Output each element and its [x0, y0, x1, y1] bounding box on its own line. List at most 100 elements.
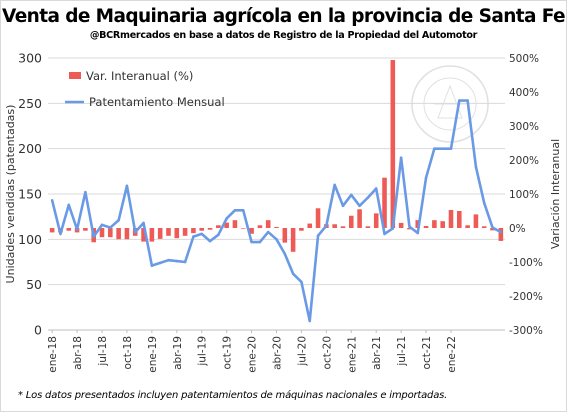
bar-var-interanual	[307, 223, 313, 228]
line-point	[325, 224, 328, 228]
bar-var-interanual	[166, 228, 171, 236]
bar-var-interanual	[265, 220, 271, 228]
bar-var-interanual	[66, 228, 72, 231]
line-point	[250, 240, 253, 244]
bar-var-interanual	[274, 226, 279, 228]
chart-subtitle: @BCRmercados en base a datos de Registro…	[89, 30, 478, 41]
bar-var-interanual	[116, 228, 121, 240]
bar-var-interanual	[282, 228, 288, 243]
bar-var-interanual	[207, 228, 213, 230]
line-point	[167, 258, 170, 262]
y-left-tick-label: 150	[18, 187, 42, 202]
bar-var-interanual	[108, 228, 113, 238]
y-right-tick-label: 400%	[509, 87, 539, 99]
line-patentamiento-mensual	[50, 99, 502, 323]
x-tick-label: jul-21	[396, 336, 408, 367]
y-left-tick-label: 50	[26, 277, 42, 292]
y-right-tick-label: 300%	[509, 121, 539, 133]
bar-var-interanual	[99, 228, 105, 238]
bar-var-interanual	[440, 221, 445, 228]
y-right-axis-title: Variación Interanual	[549, 139, 562, 249]
line-point	[84, 190, 87, 194]
line-point	[482, 201, 486, 205]
line-point	[399, 156, 403, 160]
bar-var-interanual	[216, 225, 221, 228]
line-point	[150, 264, 154, 267]
line-point	[291, 272, 295, 276]
bar-var-interanual	[432, 220, 437, 228]
bar-var-interanual	[249, 228, 254, 234]
line-point	[258, 240, 262, 244]
y-left-tick-label: 100	[18, 232, 42, 247]
line-point	[474, 165, 478, 169]
bar-var-interanual	[340, 226, 346, 228]
bar-var-interanual	[157, 228, 163, 239]
y-right-tick-label: 500%	[509, 53, 539, 65]
bar-var-interanual	[315, 208, 321, 228]
line-point	[117, 218, 120, 222]
y-left-tick-label: 300	[18, 51, 42, 66]
line-point	[67, 203, 71, 207]
line-point	[424, 176, 428, 179]
line-point	[158, 261, 162, 265]
line-point	[75, 228, 79, 231]
line-point	[333, 183, 336, 187]
line-point	[408, 225, 411, 228]
line-point	[175, 259, 179, 263]
line-point	[341, 204, 345, 208]
line-point	[192, 235, 195, 238]
bar-var-interanual	[332, 224, 337, 228]
x-tick-label: oct-20	[321, 336, 333, 369]
bar-var-interanual	[232, 220, 238, 228]
y-left-tick-label: 200	[18, 141, 42, 156]
legend-swatch-bar	[69, 72, 81, 79]
bar-var-interanual	[498, 228, 504, 241]
line-point	[266, 230, 270, 234]
line-point	[349, 193, 353, 197]
line-point	[391, 227, 395, 230]
line-point	[283, 252, 287, 256]
line-point	[50, 199, 54, 202]
bar-var-interanual	[465, 225, 470, 228]
bar-var-interanual	[224, 222, 229, 228]
bar-var-interanual	[182, 228, 188, 236]
y-right-tick-label: -300%	[509, 325, 543, 337]
x-tick-label: ene-19	[147, 336, 159, 373]
line-point	[233, 209, 237, 212]
line-point	[100, 223, 104, 227]
legend: Var. Interanual (%) Patentamiento Mensual	[65, 69, 225, 109]
bar-var-interanual	[481, 226, 487, 228]
line-point	[241, 209, 245, 212]
line-point	[466, 99, 469, 102]
y-right-tick-label: -200%	[509, 291, 543, 303]
line-point	[208, 239, 212, 243]
line-point	[183, 260, 187, 264]
bar-var-interanual	[490, 228, 495, 231]
chart-footnote: * Los datos presentados incluyen patenta…	[18, 390, 448, 401]
x-tick-label: jul-18	[97, 336, 109, 367]
bar-var-interanual	[349, 215, 354, 228]
bar-var-interanual	[365, 226, 371, 228]
x-tick-label: abr-20	[272, 336, 284, 370]
bar-var-interanual	[423, 225, 429, 228]
bar-var-interanual	[473, 214, 479, 228]
line-point	[433, 147, 436, 150]
line-point	[358, 204, 361, 208]
legend-label-line: Patentamiento Mensual	[89, 95, 225, 109]
y-left-tick-label: 0	[34, 323, 42, 338]
bar-var-interanual	[448, 209, 454, 228]
line-point	[449, 147, 453, 150]
line-point	[275, 238, 278, 241]
bar-var-interanual	[240, 228, 246, 229]
y-right-tick-label: 0%	[509, 223, 526, 235]
bar-var-interanual	[257, 225, 263, 228]
x-tick-label: ene-22	[446, 336, 458, 373]
bar-var-interanual	[149, 228, 155, 242]
bar-var-interanual	[457, 211, 462, 228]
line-point	[416, 231, 420, 235]
line-point	[133, 230, 137, 234]
legend-label-bar: Var. Interanual (%)	[86, 69, 193, 83]
line-point	[374, 187, 378, 190]
